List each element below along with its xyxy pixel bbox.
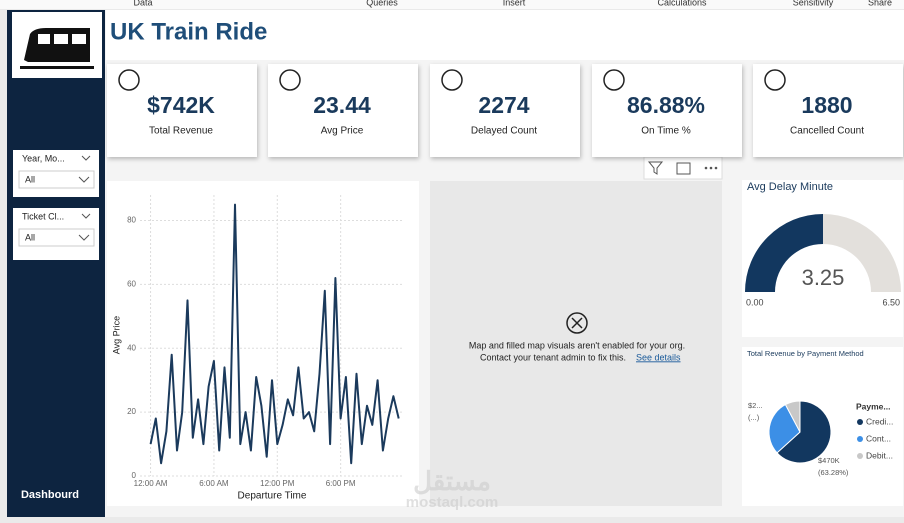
chevron [78,234,90,241]
kpi-card [268,64,418,157]
kpi-card [107,64,257,157]
line-card [107,181,419,506]
visual-toolbar [643,156,723,180]
kpi-icon [279,69,301,91]
x-axis-label: Departure Time [238,491,307,502]
slicer-dropdown[interactable] [18,170,95,189]
y-tick-label: 60 [127,280,136,289]
map-message: Map and filled map visuals aren't enable… [469,340,685,350]
kpi-value: 2274 [478,92,529,118]
ribbon-tab: Share [868,0,892,7]
title-bar [106,10,904,60]
legend-swatch [857,453,863,459]
x-tick-label: 12:00 AM [134,479,168,488]
kpi-icon [118,69,140,91]
focus-icon[interactable] [676,162,691,175]
pie-label: (...) [748,413,760,422]
kpi-card [592,64,742,157]
gauge-fill [745,214,823,292]
filter-icon[interactable] [647,161,664,175]
ribbon-tab: Sensitivity [793,0,834,7]
x-tick-label: 6:00 PM [326,479,356,488]
kpi-label: On Time % [641,126,691,137]
map-message: Contact your tenant admin to fix this. [480,352,626,362]
ribbon-tab: Queries [366,0,398,7]
nav-label[interactable]: Dashbourd [21,489,79,501]
pie-slice [776,400,832,464]
ribbon-tab: Calculations [657,0,707,7]
kpi-label: Total Revenue [149,126,213,137]
kpi-icon [603,69,625,91]
watermark: مستقل [413,466,491,496]
ribbon [0,0,904,9]
error-icon [571,317,583,329]
x-tick-label: 12:00 PM [260,479,295,488]
x-tick-label: 6:00 AM [199,479,229,488]
slicer-label: Year, Mo... [22,153,65,163]
chevron [81,155,91,161]
kpi-icon [441,69,463,91]
slicer-value: All [25,174,35,184]
legend-entry: Credi... [866,416,893,426]
more-icon[interactable] [704,166,718,170]
pie-slice [768,403,801,454]
gauge-track [823,214,901,292]
kpi-card [430,64,580,157]
y-tick-label: 80 [127,216,136,225]
map-link[interactable]: See details [636,352,681,362]
gauge-min: 0.00 [746,297,764,307]
legend-entry: Debit... [866,450,893,460]
gauge-max: 6.50 [882,297,900,307]
pie-label: (63.28%) [818,468,849,477]
legend-swatch [857,436,863,442]
ribbon-tab: Insert [503,0,526,7]
kpi-value: $742K [147,92,215,118]
pie-slice [784,400,801,433]
legend-title: Payme... [856,401,891,411]
y-tick-label: 20 [127,407,136,416]
chevron [81,213,91,219]
y-axis-label: Avg Price [111,316,121,354]
kpi-card [753,64,903,157]
map-card [430,181,722,506]
chevron [78,176,90,183]
slicer-value: All [25,232,35,242]
nav-panel [7,10,105,517]
y-tick-label: 40 [127,343,136,352]
kpi-label: Delayed Count [471,126,537,137]
kpi-value: 86.88% [627,92,705,118]
kpi-value: 23.44 [313,92,371,118]
kpi-icon [764,69,786,91]
pie-label: $2... [748,401,763,410]
kpi-label: Avg Price [321,126,364,137]
y-tick-label: 0 [132,471,137,480]
error-icon [566,312,588,334]
slicer-label: Ticket Cl... [22,211,64,221]
gauge-value: 3.25 [802,265,845,290]
ribbon-tab: Data [133,0,152,7]
legend-swatch [857,419,863,425]
pie-title: Total Revenue by Payment Method [747,349,864,358]
gauge-title: Avg Delay Minute [747,181,833,193]
train-icon [20,28,94,69]
legend-entry: Cont... [866,433,891,443]
kpi-value: 1880 [801,92,852,118]
slicer-dropdown[interactable] [18,228,95,247]
title: UK Train Ride [110,18,267,45]
line [149,203,400,465]
kpi-label: Cancelled Count [790,126,864,137]
watermark: mostaql.com [406,494,499,511]
pie-label: $470K [818,456,840,465]
